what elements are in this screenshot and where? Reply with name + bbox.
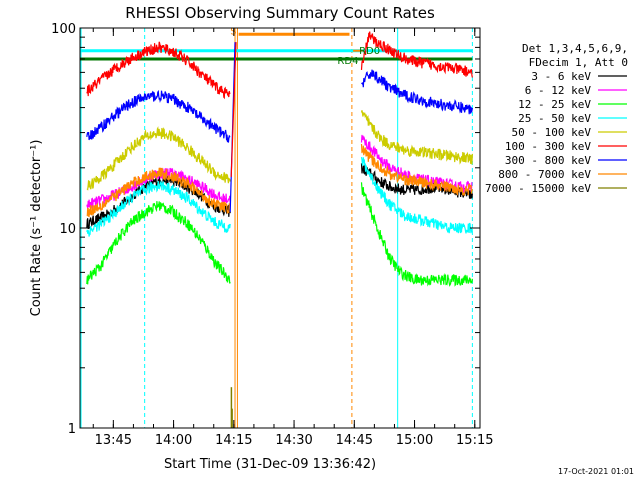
y-tick-label-2: 100	[51, 22, 76, 37]
legend-label-4: 50 - 100 keV	[512, 126, 592, 139]
series-line-2	[86, 182, 473, 287]
x-tick-label-3: 14:30	[275, 433, 312, 448]
x-tick-label-0: 13:45	[95, 433, 132, 448]
x-tick-label-5: 15:00	[396, 433, 433, 448]
legend-label-3: 25 - 50 keV	[518, 112, 591, 125]
series-line-6	[86, 69, 473, 143]
annotation-1: RD4	[337, 56, 358, 67]
legend-label-1: 6 - 12 keV	[525, 84, 592, 97]
y-tick-label-1: 10	[59, 222, 76, 237]
series-line-3	[86, 156, 473, 237]
x-tick-label-2: 14:15	[215, 433, 252, 448]
annotation-2: RD0	[359, 46, 380, 57]
chart-title: RHESSI Observing Summary Count Rates	[125, 4, 435, 22]
series-line-5	[86, 31, 473, 100]
legend-label-6: 300 - 800 keV	[505, 154, 591, 167]
x-tick-label-1: 14:00	[155, 433, 192, 448]
axes-layer: 1 10 100 13:45 14:00 14:15 14:30 14:45 15:00 15:1…	[51, 22, 493, 448]
series-line-4	[86, 110, 473, 191]
legend-label-7: 800 - 7000 keV	[498, 168, 591, 181]
series-line-7	[86, 143, 473, 218]
x-axis-label: Start Time (31-Dec-09 13:36:42)	[164, 457, 376, 472]
legend-label-5: 100 - 300 keV	[505, 140, 591, 153]
legend-label-0: 3 - 6 keV	[531, 70, 591, 83]
footer-timestamp: 17-Oct-2021 01:01	[558, 467, 634, 476]
rise-line-red	[230, 42, 237, 177]
legend-label-8: 7000 - 15000 keV	[485, 182, 591, 195]
legend-header-line-1: Det 1,3,4,5,6,9,	[522, 42, 628, 55]
y-tick-label-0: 1	[68, 422, 76, 437]
x-tick-label-4: 14:45	[336, 433, 373, 448]
y-axis-label: Count Rate (s⁻¹ detector⁻¹)	[29, 140, 44, 317]
legend-header-line-2: FDecim 1, Att 0	[529, 56, 628, 69]
x-tick-label-6: 15:15	[456, 433, 493, 448]
legend-label-2: 12 - 25 keV	[518, 98, 591, 111]
series-layer	[86, 31, 473, 428]
